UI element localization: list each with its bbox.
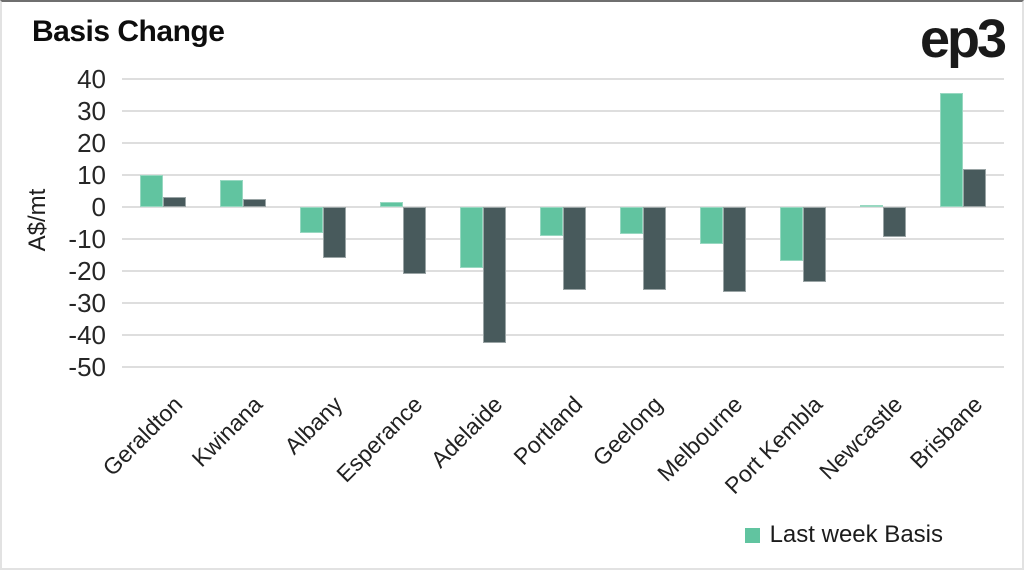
bar-geraldton-series2: [163, 197, 186, 207]
bar-melbourne-series2: [723, 207, 746, 292]
legend-swatch-icon: [744, 527, 760, 543]
bar-esperance-series2: [403, 207, 426, 275]
bar-adelaide-last-week: [460, 207, 483, 268]
plot-area: [122, 78, 1004, 368]
bar-kwinana-series2: [243, 199, 266, 207]
bar-newcastle-series2: [883, 207, 906, 238]
gridline--30: [122, 302, 1004, 304]
bar-portland-last-week: [540, 207, 563, 236]
y-tick-20: 20: [77, 128, 106, 158]
bar-geraldton-last-week: [140, 175, 163, 207]
y-tick--20: -20: [68, 256, 106, 286]
bar-adelaide-series2: [483, 207, 506, 343]
bar-port-kembla-last-week: [780, 207, 803, 262]
y-tick-40: 40: [77, 64, 106, 94]
legend: Last week Basis: [744, 520, 943, 550]
gridline-20: [122, 142, 1004, 144]
bar-brisbane-series2: [963, 168, 986, 207]
gridline-30: [122, 110, 1004, 112]
bar-melbourne-last-week: [700, 207, 723, 244]
bar-newcastle-last-week: [860, 205, 883, 208]
bar-geelong-last-week: [620, 207, 643, 235]
bar-esperance-last-week: [380, 202, 403, 207]
bar-albany-series2: [323, 207, 346, 259]
bar-albany-last-week: [300, 207, 323, 233]
y-tick--10: -10: [68, 224, 106, 254]
y-tick--50: -50: [68, 352, 106, 382]
y-tick-0: 0: [91, 192, 106, 222]
bar-brisbane-last-week: [940, 93, 963, 207]
y-tick-10: 10: [77, 160, 106, 190]
legend-label: Last week Basis: [769, 521, 943, 548]
gridline--40: [122, 334, 1004, 336]
chart-title: Basis Change: [32, 15, 225, 48]
ep3-logo: ep3: [919, 9, 1007, 69]
y-tick-30: 30: [77, 96, 106, 126]
bar-port-kembla-series2: [803, 207, 826, 283]
gridline-10: [122, 174, 1004, 176]
bar-kwinana-last-week: [220, 179, 243, 207]
gridline--50: [122, 366, 1004, 368]
gridline-40: [122, 78, 1004, 80]
y-tick--40: -40: [68, 320, 106, 350]
bar-geelong-series2: [643, 207, 666, 291]
bar-portland-series2: [563, 207, 586, 291]
y-tick--30: -30: [68, 288, 106, 318]
